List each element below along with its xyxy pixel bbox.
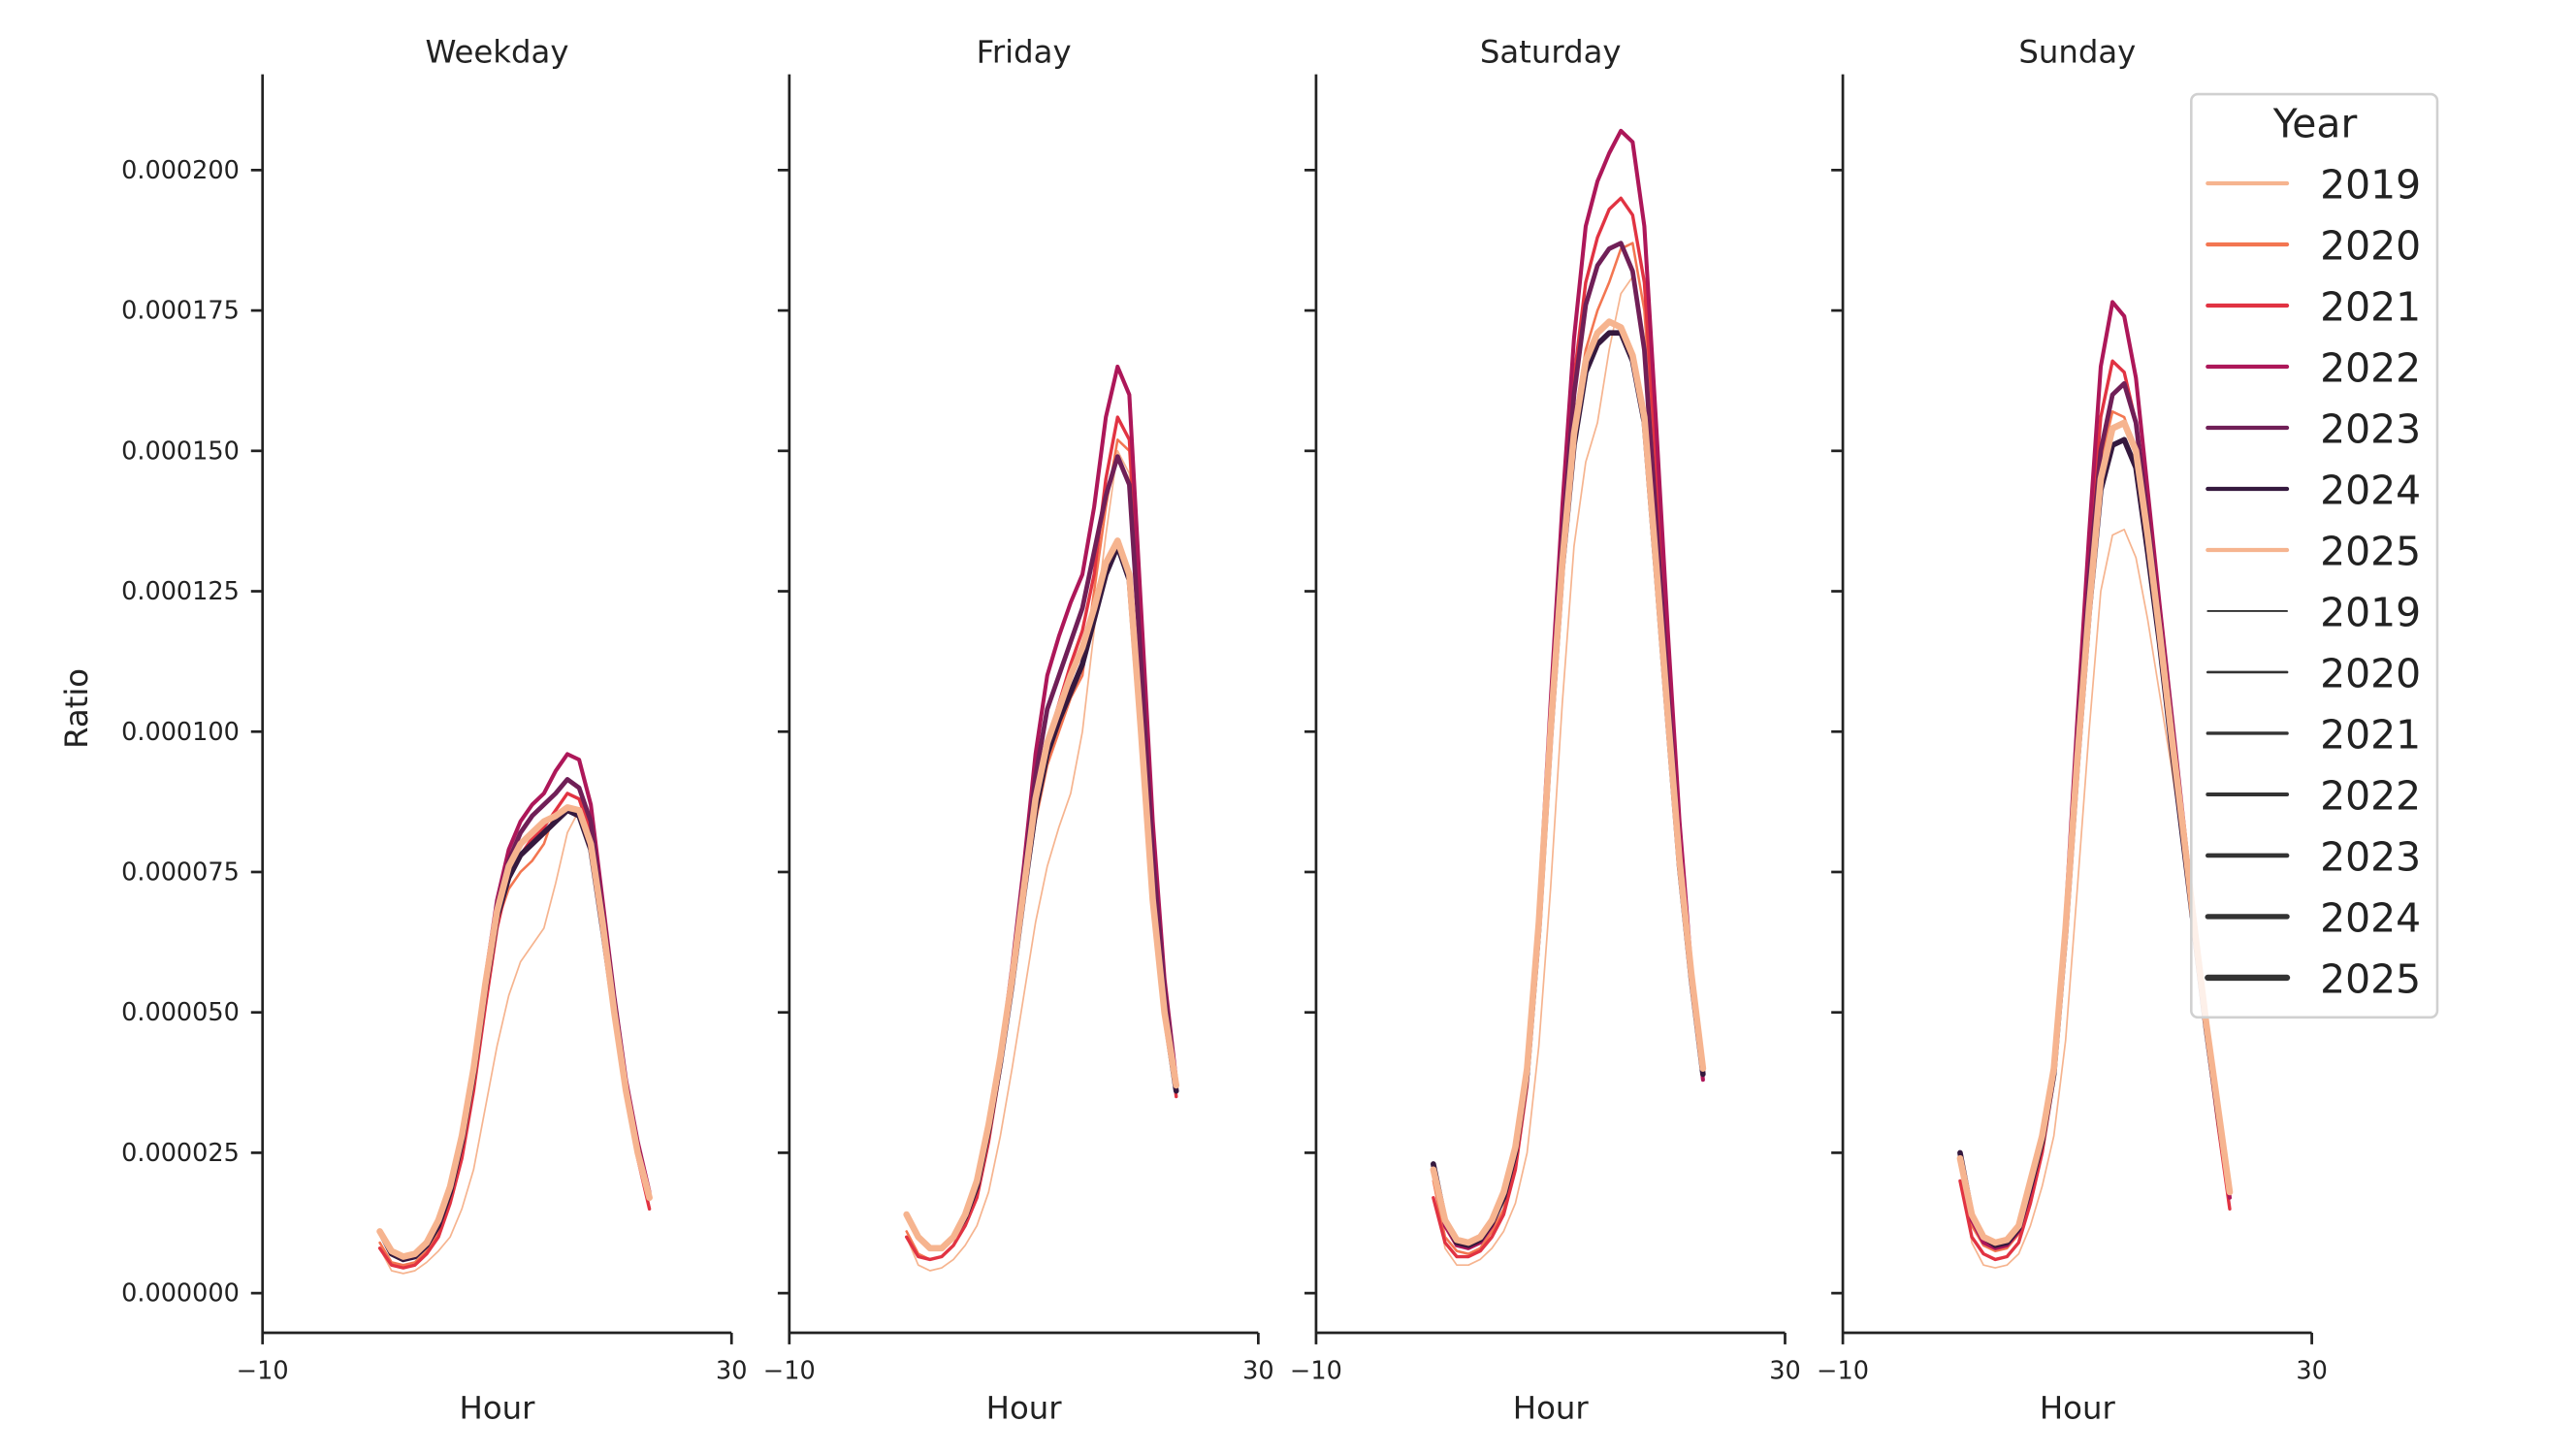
legend: Year 2019 2020 2021 2022 2023 2024 2025 2019 2020… [2190, 92, 2439, 1019]
series-line-2022 [1957, 300, 2233, 1250]
legend-entry-size-2020: 2020 [2206, 650, 2421, 696]
series-line-2022 [377, 752, 652, 1262]
legend-label: 2025 [2320, 955, 2421, 1002]
x-tick-label: 30 [1242, 1357, 1273, 1386]
y-tick-label: 0.000150 [121, 436, 240, 466]
y-tick-label: 0.000050 [121, 998, 240, 1027]
x-tick-label: −10 [237, 1357, 289, 1386]
legend-entry-color-2025: 2025 [2206, 528, 2421, 574]
legend-entry-size-2023: 2023 [2206, 833, 2421, 880]
legend-entry-color-2019: 2019 [2206, 161, 2421, 208]
legend-label: 2023 [2320, 405, 2421, 452]
legend-entry-size-2022: 2022 [2206, 772, 2421, 819]
x-tick-label: 30 [716, 1357, 747, 1386]
legend-entry-color-2021: 2021 [2206, 283, 2421, 330]
panel-title: Friday [977, 34, 1072, 71]
x-tick-label: −10 [763, 1357, 816, 1386]
y-tick-label: 0.000075 [121, 857, 240, 887]
legend-label: 2025 [2320, 528, 2421, 574]
legend-label: 2022 [2320, 772, 2421, 819]
legend-label: 2019 [2320, 589, 2421, 635]
series-line-2025 [1430, 318, 1707, 1246]
panel-title: Saturday [1480, 34, 1622, 71]
panel-sunday: Sunday −10 30 Hour [1817, 34, 2328, 1427]
legend-entry-size-2025: 2025 [2205, 955, 2421, 1002]
x-tick-label: −10 [1817, 1357, 1869, 1386]
legend-label: 2020 [2320, 650, 2421, 696]
x-tick-label: 30 [1769, 1357, 1800, 1386]
series-line-2023 [904, 454, 1179, 1251]
series-line-2024 [376, 807, 653, 1263]
panel-saturday: Saturday −10 30 Hour [1290, 34, 1801, 1427]
x-axis-label: Hour [2040, 1390, 2116, 1427]
legend-entry-size-2021: 2021 [2206, 711, 2421, 758]
panel-title: Sunday [2018, 34, 2136, 71]
series-line-2021 [1432, 196, 1705, 1259]
panel-weekday: Weekday 0.000000 0.000025 0.000050 0.000075 0… [121, 34, 747, 1427]
series-line-2025 [1956, 419, 2234, 1246]
panel-friday: Friday −10 30 Hour [763, 34, 1274, 1427]
y-tick-label: 0.000175 [121, 297, 240, 326]
x-axis-label: Hour [986, 1390, 1063, 1427]
series-line-2022 [904, 364, 1178, 1250]
legend-label: 2024 [2320, 894, 2421, 941]
legend-label: 2022 [2320, 344, 2421, 391]
legend-label: 2020 [2320, 222, 2421, 269]
legend-entry-size-2024: 2024 [2205, 894, 2421, 941]
legend-entry-color-2020: 2020 [2206, 222, 2421, 269]
legend-label: 2023 [2320, 833, 2421, 880]
y-tick-label: 0.000200 [121, 156, 240, 185]
legend-frame [2190, 92, 2439, 1019]
x-tick-label: −10 [1290, 1357, 1342, 1386]
series-line-2025 [903, 537, 1180, 1252]
series-line-2022 [1431, 128, 1705, 1250]
y-tick-label: 0.000125 [121, 577, 240, 606]
legend-title: Year [2272, 100, 2358, 146]
legend-label: 2021 [2320, 711, 2421, 758]
x-axis-label: Hour [1513, 1390, 1590, 1427]
panel-title: Weekday [425, 34, 568, 71]
x-tick-label: 30 [2296, 1357, 2327, 1386]
legend-entry-color-2023: 2023 [2206, 405, 2421, 452]
y-tick-label: 0.000000 [121, 1279, 240, 1309]
series-line-2025 [376, 804, 653, 1260]
legend-entry-color-2022: 2022 [2206, 344, 2421, 391]
y-tick-label: 0.000025 [121, 1139, 240, 1168]
legend-label: 2021 [2320, 283, 2421, 330]
x-axis-label: Hour [460, 1390, 536, 1427]
legend-label: 2019 [2320, 161, 2421, 208]
y-axis-label: Ratio [58, 668, 95, 749]
legend-entry-size-2019: 2019 [2206, 589, 2421, 635]
legend-entry-color-2024: 2024 [2206, 467, 2421, 513]
legend-label: 2024 [2320, 467, 2421, 513]
y-tick-label: 0.000100 [121, 718, 240, 747]
series-line-2023 [1431, 241, 1706, 1248]
